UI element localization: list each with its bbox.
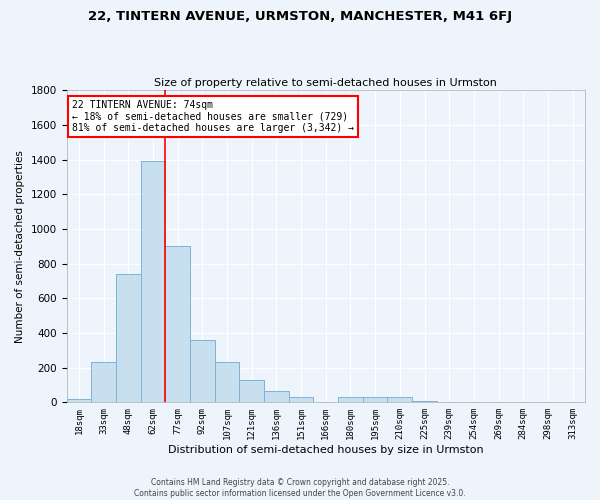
Bar [363,397,388,402]
Y-axis label: Number of semi-detached properties: Number of semi-detached properties [15,150,25,342]
Bar [116,274,140,402]
Bar [67,399,91,402]
Bar [165,246,190,402]
Text: Contains HM Land Registry data © Crown copyright and database right 2025.
Contai: Contains HM Land Registry data © Crown c… [134,478,466,498]
Bar [140,162,165,402]
Bar [289,397,313,402]
Text: 22, TINTERN AVENUE, URMSTON, MANCHESTER, M41 6FJ: 22, TINTERN AVENUE, URMSTON, MANCHESTER,… [88,10,512,23]
Bar [264,391,289,402]
Bar [239,380,264,402]
Bar [388,397,412,402]
X-axis label: Distribution of semi-detached houses by size in Urmston: Distribution of semi-detached houses by … [168,445,484,455]
Bar [338,397,363,402]
Text: 22 TINTERN AVENUE: 74sqm
← 18% of semi-detached houses are smaller (729)
81% of : 22 TINTERN AVENUE: 74sqm ← 18% of semi-d… [72,100,354,132]
Bar [91,362,116,403]
Title: Size of property relative to semi-detached houses in Urmston: Size of property relative to semi-detach… [154,78,497,88]
Bar [215,362,239,403]
Bar [190,340,215,402]
